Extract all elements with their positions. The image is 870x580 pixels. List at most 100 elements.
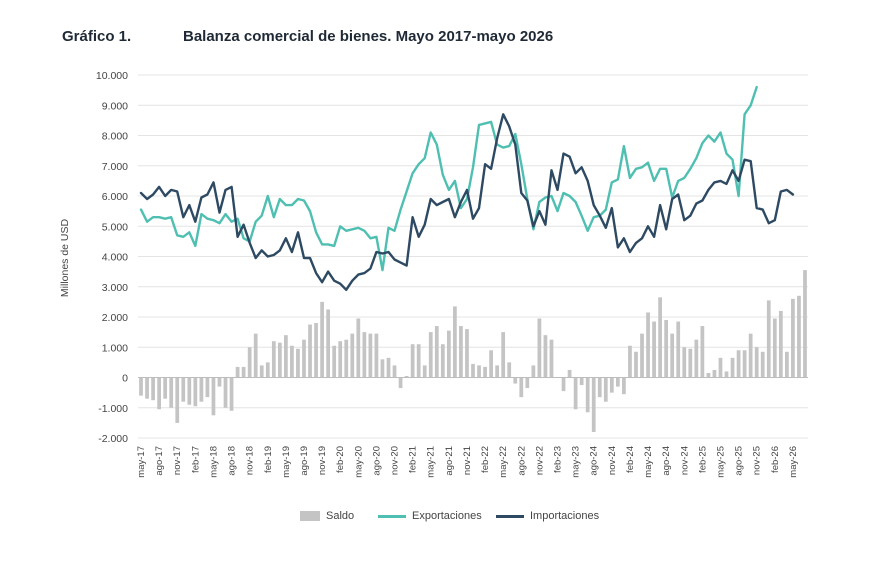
x-tick-label: nov-17 (172, 446, 183, 475)
y-axis-label: Millones de USD (59, 218, 71, 297)
saldo-bar (145, 377, 149, 399)
saldo-bar (603, 377, 608, 402)
x-tick-label: nov-24 (607, 446, 618, 475)
saldo-bar (676, 321, 681, 378)
saldo-bar (229, 377, 234, 411)
saldo-bar (694, 339, 699, 378)
legend-swatch-importaciones (496, 514, 524, 518)
y-tick-label: 4.000 (102, 252, 128, 264)
x-tick-label: may-23 (571, 446, 582, 478)
saldo-bar (139, 377, 143, 396)
saldo-bar (374, 333, 379, 378)
saldo-bar (241, 366, 246, 378)
y-tick-label: 9.000 (102, 100, 128, 112)
x-tick-label: nov-20 (390, 446, 401, 475)
y-tick-label: 0 (122, 373, 128, 385)
saldo-bar (157, 377, 161, 410)
saldo-bar (151, 377, 155, 401)
saldo-bar (277, 342, 282, 378)
saldo-bar (223, 377, 228, 408)
saldo-bar (398, 377, 403, 389)
saldo-bar (609, 377, 614, 393)
y-tick-label: 8.000 (102, 131, 128, 143)
x-tick-label: feb-20 (335, 446, 346, 473)
importaciones-line (139, 113, 795, 291)
saldo-bar (579, 377, 584, 386)
saldo-bar (718, 357, 723, 378)
saldo-bar (314, 323, 318, 378)
x-tick-label: may-19 (281, 446, 292, 478)
legend-label-exportaciones: Exportaciones (412, 510, 482, 522)
saldo-bar (760, 351, 765, 378)
saldo-bar (628, 345, 632, 378)
saldo-bar (199, 377, 204, 402)
x-tick-label: ago-24 (589, 446, 600, 476)
x-tick-label: feb-22 (480, 446, 491, 473)
saldo-bar (646, 312, 650, 378)
saldo-bar (670, 333, 675, 378)
x-tick-label: nov-21 (462, 446, 473, 475)
saldo-bar (634, 351, 638, 378)
saldo-bar (175, 377, 180, 423)
x-tick-label: feb-21 (408, 446, 419, 473)
x-tick-label: nov-25 (752, 446, 763, 475)
saldo-bar (772, 318, 777, 378)
saldo-bar (724, 371, 729, 378)
y-tick-label: 6.000 (102, 191, 128, 203)
saldo-bar (537, 318, 542, 378)
saldo-bar (386, 357, 391, 378)
legend-label-saldo: Saldo (326, 510, 355, 522)
x-tick-label: ago-18 (227, 446, 238, 476)
saldo-bar (573, 377, 578, 410)
saldo-bar (416, 344, 421, 378)
saldo-bar (766, 300, 771, 378)
saldo-bar (181, 377, 186, 402)
x-tick-label: nov-22 (534, 446, 545, 475)
y-tick-label: 2.000 (102, 312, 128, 324)
saldo-bar (253, 333, 258, 378)
saldo-bar (712, 369, 717, 378)
trade-balance-chart: -2.000 -1.000 0 1.000 2.000 3.000 4.000 5.000 6.… (59, 70, 808, 478)
saldo-bar (205, 377, 210, 398)
saldo-bar (211, 377, 216, 416)
saldo-bar (495, 365, 500, 378)
saldo-bar (525, 377, 530, 389)
saldo-bar (338, 341, 343, 378)
x-tick-label: feb-19 (263, 446, 274, 473)
series-lines (139, 85, 795, 291)
exportaciones-line (139, 85, 758, 272)
gridlines (138, 74, 808, 439)
saldo-bar (434, 326, 439, 378)
saldo-bar (706, 372, 711, 378)
saldo-bar (742, 350, 747, 378)
x-tick-label: ago-20 (371, 446, 382, 476)
saldo-bar (465, 329, 469, 378)
saldo-bar (700, 326, 705, 378)
x-tick-label: feb-17 (190, 446, 201, 473)
saldo-bar (664, 320, 669, 378)
saldo-bar (730, 357, 735, 378)
saldo-bar (754, 347, 759, 378)
legend-item-exportaciones: Exportaciones (378, 510, 482, 522)
saldo-bar (803, 270, 807, 378)
saldo-bar (597, 377, 602, 398)
saldo-bar (585, 377, 590, 413)
saldo-bar (682, 347, 687, 378)
saldo-bar (501, 332, 506, 378)
saldo-bar (217, 377, 222, 387)
x-tick-label: feb-24 (625, 446, 636, 473)
y-tick-label: 3.000 (102, 282, 128, 294)
saldo-bar (320, 301, 324, 378)
saldo-bar (477, 365, 481, 378)
saldo-bar (622, 377, 626, 395)
saldo-bar (326, 309, 331, 378)
x-tick-label: ago-24 (661, 446, 672, 476)
x-tick-label: may-25 (716, 446, 727, 478)
x-tick-label: ago-17 (154, 446, 165, 476)
axes: -2.000 -1.000 0 1.000 2.000 3.000 4.000 5.000 6.… (96, 70, 808, 478)
x-tick-label: may-20 (353, 446, 364, 478)
x-tick-label: may-17 (136, 446, 147, 478)
x-tick-label: may-21 (426, 446, 437, 478)
x-tick-label: nov-19 (317, 446, 328, 475)
y-tick-label: -1.000 (98, 403, 128, 415)
